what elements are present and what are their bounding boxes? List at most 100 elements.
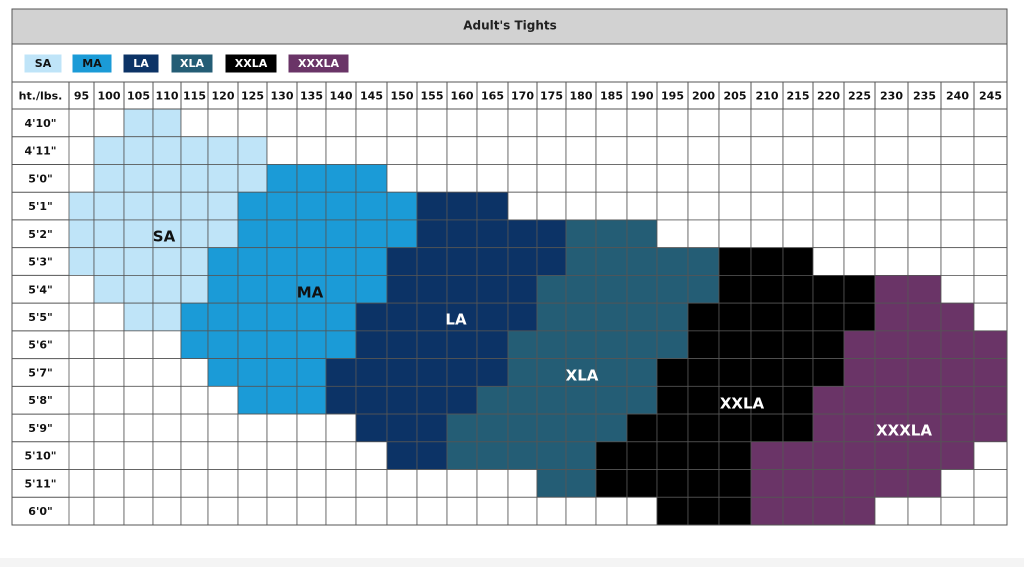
- legend-swatch: [170, 53, 214, 74]
- size-cell: [207, 191, 239, 221]
- size-cell: [687, 219, 720, 249]
- size-cell: [626, 358, 658, 387]
- size-cell: [656, 274, 689, 304]
- size-cell: [446, 247, 478, 276]
- size-cell: [874, 108, 909, 138]
- size-cell: [565, 330, 597, 360]
- size-cell: [750, 496, 784, 526]
- size-cell: [536, 219, 567, 249]
- size-cell: [123, 136, 154, 165]
- size-cell: [68, 274, 95, 304]
- size-cell: [565, 191, 597, 221]
- size-cell: [68, 191, 95, 221]
- size-cell: [656, 385, 689, 415]
- legend-label: MA: [82, 57, 102, 70]
- size-cell: [207, 469, 239, 498]
- size-cell: [973, 496, 1008, 526]
- legend-swatch: [287, 53, 350, 74]
- size-cell: [718, 136, 752, 165]
- title-bar: [11, 8, 1008, 45]
- size-cell: [907, 136, 942, 165]
- region-label: LA: [445, 311, 467, 329]
- size-cell: [718, 441, 752, 470]
- size-cell: [595, 108, 628, 138]
- size-cell: [565, 496, 597, 526]
- size-cell: [940, 219, 975, 249]
- size-cell: [782, 413, 814, 443]
- size-cell: [565, 302, 597, 332]
- size-cell: [750, 441, 784, 470]
- legend-label: XLA: [180, 57, 204, 70]
- weight-label: 155: [421, 90, 444, 103]
- size-cell: [325, 330, 357, 360]
- size-cell: [123, 413, 154, 443]
- size-cell: [687, 191, 720, 221]
- size-cell: [123, 219, 154, 249]
- size-cell: [687, 247, 720, 276]
- size-cell: [626, 385, 658, 415]
- size-cell: [718, 164, 752, 193]
- weight-label: 150: [391, 90, 414, 103]
- size-cell: [476, 191, 509, 221]
- legend-label: SA: [35, 57, 52, 70]
- size-cell: [507, 136, 538, 165]
- weight-label: 165: [481, 90, 504, 103]
- size-cell: [812, 191, 845, 221]
- weight-label: 120: [212, 90, 235, 103]
- height-label: 5'0": [28, 172, 52, 185]
- size-cell: [626, 191, 658, 221]
- size-cell: [843, 469, 876, 498]
- size-cell: [386, 385, 418, 415]
- size-cell: [718, 496, 752, 526]
- size-cell: [782, 441, 814, 470]
- weight-label: 205: [724, 90, 747, 103]
- size-cell: [296, 219, 327, 249]
- size-cell: [626, 164, 658, 193]
- size-cell: [656, 219, 689, 249]
- weight-label: 95: [74, 90, 89, 103]
- size-cell: [507, 274, 538, 304]
- size-cell: [940, 358, 975, 387]
- weight-label: 230: [880, 90, 903, 103]
- size-cell: [152, 191, 182, 221]
- size-cell: [656, 247, 689, 276]
- size-cell: [874, 274, 909, 304]
- size-cell: [656, 191, 689, 221]
- height-label: 5'9": [28, 422, 52, 435]
- size-cell: [565, 108, 597, 138]
- size-cell: [180, 469, 209, 498]
- size-cell: [416, 219, 448, 249]
- size-cell: [266, 219, 298, 249]
- size-cell: [476, 302, 509, 332]
- size-cell: [237, 441, 268, 470]
- size-cell: [973, 330, 1008, 360]
- size-cell: [476, 358, 509, 387]
- weight-label: 235: [913, 90, 936, 103]
- size-cell: [446, 330, 478, 360]
- size-cell: [68, 108, 95, 138]
- size-cell: [207, 247, 239, 276]
- size-cell: [843, 441, 876, 470]
- size-cell: [446, 441, 478, 470]
- size-cell: [907, 191, 942, 221]
- size-cell: [386, 164, 418, 193]
- size-cell: [180, 358, 209, 387]
- size-cell: [325, 219, 357, 249]
- size-cell: [718, 247, 752, 276]
- size-cell: [843, 274, 876, 304]
- size-cell: [812, 247, 845, 276]
- size-cell: [386, 469, 418, 498]
- size-cell: [565, 413, 597, 443]
- size-cell: [595, 136, 628, 165]
- size-cell: [687, 274, 720, 304]
- size-cell: [782, 164, 814, 193]
- size-cell: [180, 164, 209, 193]
- size-cell: [782, 247, 814, 276]
- size-cell: [940, 191, 975, 221]
- size-cell: [180, 136, 209, 165]
- size-cell: [386, 413, 418, 443]
- size-cell: [237, 413, 268, 443]
- legend-swatch: [71, 53, 113, 74]
- size-cell: [782, 358, 814, 387]
- size-cell: [626, 136, 658, 165]
